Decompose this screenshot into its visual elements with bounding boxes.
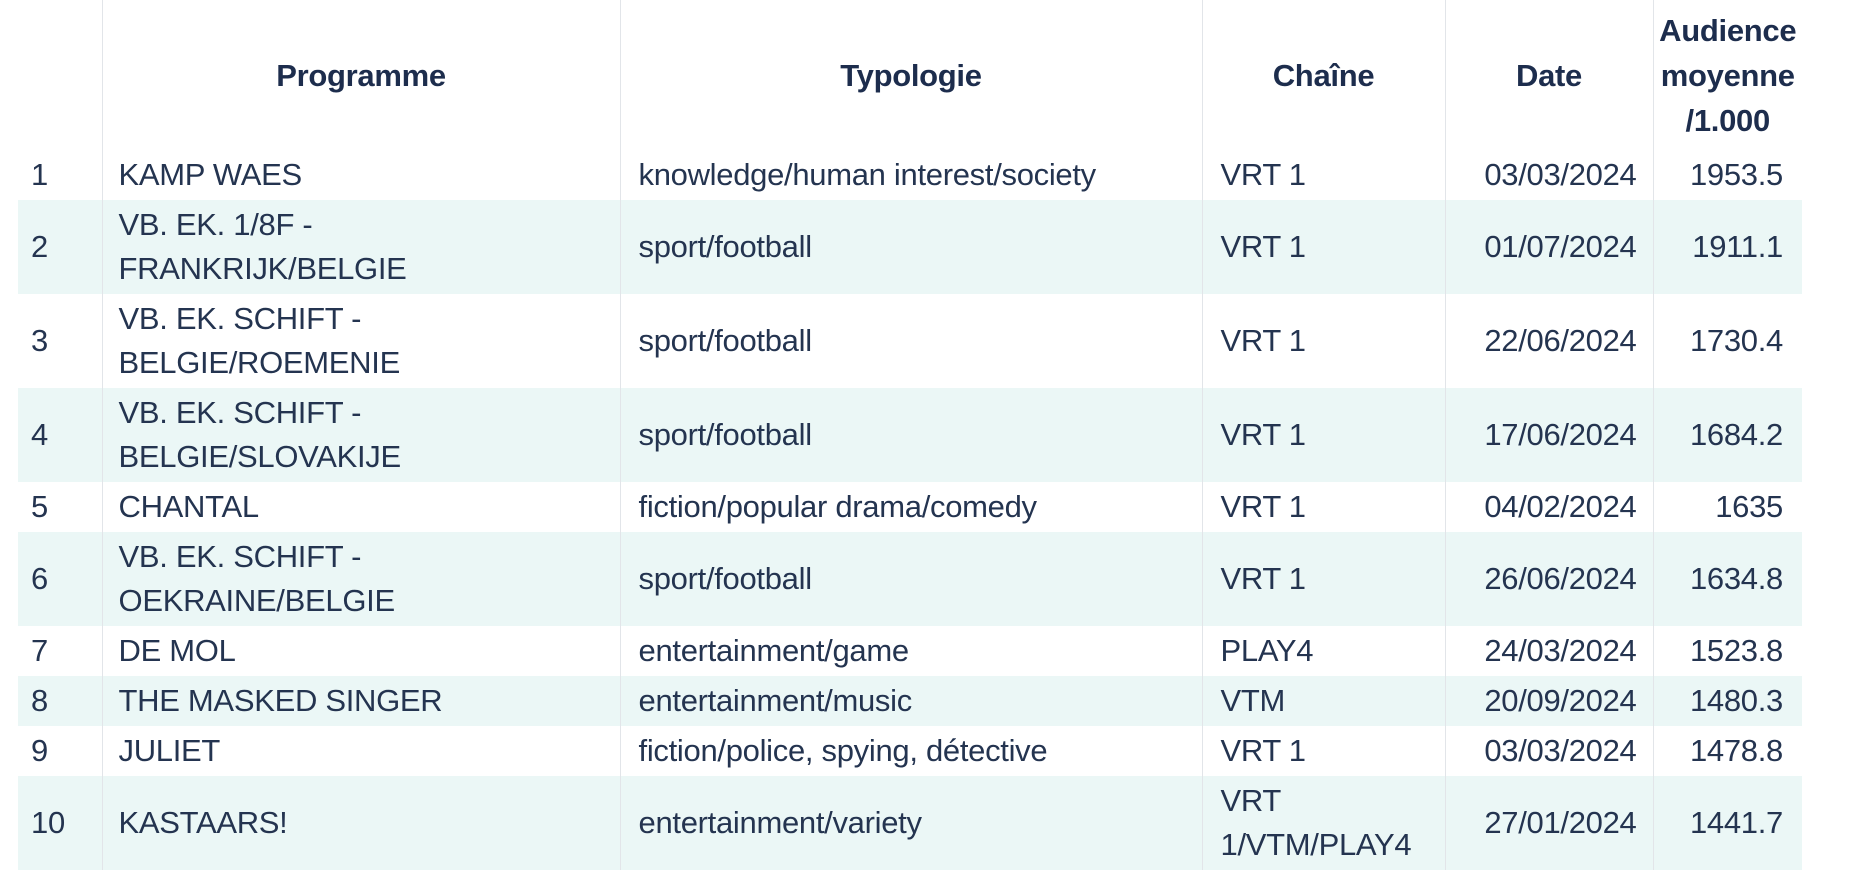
table-row: 4 VB. EK. SCHIFT - BELGIE/SLOVAKIJE spor…	[18, 388, 1802, 482]
cell-programme: KAMP WAES	[101, 150, 620, 200]
cell-date: 04/02/2024	[1444, 482, 1653, 532]
cell-date: 20/09/2024	[1444, 676, 1653, 726]
table-row: 8 THE MASKED SINGER entertainment/music …	[18, 676, 1802, 726]
cell-typologie: sport/football	[619, 200, 1202, 294]
header-audience: Audience moyenne /1.000	[1652, 0, 1802, 150]
table-row: 7 DE MOL entertainment/game PLAY4 24/03/…	[18, 626, 1802, 676]
cell-date: 03/03/2024	[1444, 726, 1653, 776]
cell-chaine: VRT 1	[1201, 532, 1445, 626]
header-audience-line1: Audience	[1659, 12, 1797, 48]
cell-chaine: VRT 1	[1201, 294, 1445, 388]
header-audience-line2: moyenne	[1660, 57, 1795, 93]
cell-audience: 1441.7	[1652, 776, 1802, 870]
cell-typologie: sport/football	[619, 294, 1202, 388]
header-chaine: Chaîne	[1201, 0, 1445, 150]
table-row: 3 VB. EK. SCHIFT - BELGIE/ROEMENIE sport…	[18, 294, 1802, 388]
cell-audience: 1480.3	[1652, 676, 1802, 726]
header-audience-line3: /1.000	[1685, 102, 1771, 138]
cell-date: 17/06/2024	[1444, 388, 1653, 482]
table-row: 5 CHANTAL fiction/popular drama/comedy V…	[18, 482, 1802, 532]
cell-chaine: VRT 1	[1201, 200, 1445, 294]
cell-chaine: VRT 1	[1201, 388, 1445, 482]
cell-audience: 1730.4	[1652, 294, 1802, 388]
cell-programme: VB. EK. SCHIFT - OEKRAINE/BELGIE	[101, 532, 620, 626]
cell-programme: THE MASKED SINGER	[101, 676, 620, 726]
cell-rank: 8	[31, 683, 48, 718]
cell-rank: 1	[31, 157, 48, 192]
cell-date: 24/03/2024	[1444, 626, 1653, 676]
cell-chaine: VRT 1	[1201, 150, 1445, 200]
cell-audience: 1911.1	[1652, 200, 1802, 294]
cell-rank: 7	[31, 633, 48, 668]
cell-rank: 9	[31, 733, 48, 768]
cell-chaine: VRT 1	[1201, 726, 1445, 776]
table-row: 2 VB. EK. 1/8F - FRANKRIJK/BELGIE sport/…	[18, 200, 1802, 294]
cell-chaine: VRT 1/VTM/PLAY4	[1201, 776, 1445, 870]
cell-date: 27/01/2024	[1444, 776, 1653, 870]
cell-programme: DE MOL	[101, 626, 620, 676]
cell-typologie: knowledge/human interest/society	[619, 150, 1202, 200]
cell-rank: 5	[31, 489, 48, 524]
cell-date: 01/07/2024	[1444, 200, 1653, 294]
cell-programme: VB. EK. 1/8F - FRANKRIJK/BELGIE	[101, 200, 620, 294]
cell-programme: CHANTAL	[101, 482, 620, 532]
cell-chaine: VTM	[1201, 676, 1445, 726]
cell-audience: 1478.8	[1652, 726, 1802, 776]
header-programme: Programme	[101, 0, 620, 150]
cell-rank: 10	[31, 805, 65, 840]
cell-audience: 1635	[1652, 482, 1802, 532]
cell-audience: 1523.8	[1652, 626, 1802, 676]
cell-date: 03/03/2024	[1444, 150, 1653, 200]
table-header-row: Programme Typologie Chaîne Date Audience…	[18, 0, 1802, 150]
cell-programme: VB. EK. SCHIFT - BELGIE/ROEMENIE	[101, 294, 620, 388]
cell-rank: 2	[31, 229, 48, 264]
table-row: 1 KAMP WAES knowledge/human interest/soc…	[18, 150, 1802, 200]
cell-typologie: sport/football	[619, 532, 1202, 626]
cell-typologie: sport/football	[619, 388, 1202, 482]
cell-typologie: entertainment/variety	[619, 776, 1202, 870]
cell-date: 26/06/2024	[1444, 532, 1653, 626]
cell-programme: VB. EK. SCHIFT - BELGIE/SLOVAKIJE	[101, 388, 620, 482]
cell-typologie: entertainment/game	[619, 626, 1202, 676]
cell-rank: 6	[31, 561, 48, 596]
cell-programme: KASTAARS!	[101, 776, 620, 870]
table-row: 6 VB. EK. SCHIFT - OEKRAINE/BELGIE sport…	[18, 532, 1802, 626]
cell-audience: 1953.5	[1652, 150, 1802, 200]
cell-rank: 3	[31, 323, 48, 358]
table-row: 10 KASTAARS! entertainment/variety VRT 1…	[18, 776, 1802, 870]
cell-typologie: entertainment/music	[619, 676, 1202, 726]
header-rank	[18, 0, 102, 150]
table-row: 9 JULIET fiction/police, spying, détecti…	[18, 726, 1802, 776]
audience-ranking-table: Programme Typologie Chaîne Date Audience…	[18, 0, 1802, 870]
header-date: Date	[1444, 0, 1653, 150]
cell-audience: 1634.8	[1652, 532, 1802, 626]
cell-rank: 4	[31, 417, 48, 452]
header-typologie: Typologie	[619, 0, 1202, 150]
cell-typologie: fiction/popular drama/comedy	[619, 482, 1202, 532]
cell-date: 22/06/2024	[1444, 294, 1653, 388]
cell-typologie: fiction/police, spying, détective	[619, 726, 1202, 776]
cell-programme: JULIET	[101, 726, 620, 776]
cell-chaine: PLAY4	[1201, 626, 1445, 676]
cell-audience: 1684.2	[1652, 388, 1802, 482]
cell-chaine: VRT 1	[1201, 482, 1445, 532]
